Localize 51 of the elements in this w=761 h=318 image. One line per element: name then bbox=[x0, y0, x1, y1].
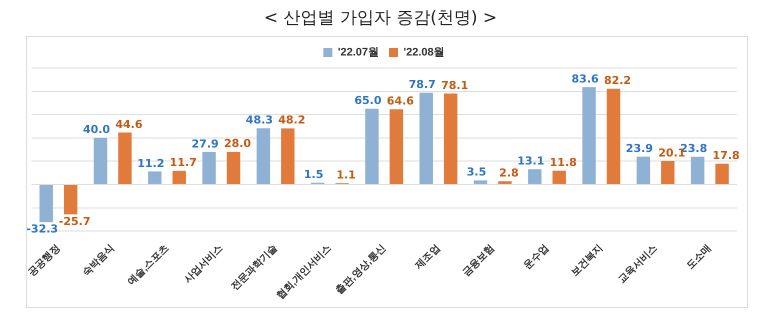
data-label: 64.6 bbox=[386, 94, 414, 108]
bar bbox=[226, 152, 240, 184]
data-label: -32.3 bbox=[26, 222, 58, 236]
bar bbox=[661, 161, 675, 184]
bar bbox=[365, 108, 379, 184]
bar bbox=[118, 132, 132, 184]
data-label: 82.2 bbox=[604, 74, 632, 88]
bar bbox=[148, 171, 162, 184]
bar bbox=[552, 170, 566, 184]
data-label: 44.6 bbox=[115, 118, 143, 131]
data-label: 2.8 bbox=[499, 166, 519, 180]
bar bbox=[690, 156, 704, 184]
bar bbox=[40, 184, 53, 222]
data-label: 1.5 bbox=[304, 168, 324, 182]
bar bbox=[256, 128, 270, 184]
bar bbox=[94, 138, 108, 184]
data-label: 83.6 bbox=[572, 72, 599, 86]
data-label: 28.0 bbox=[224, 137, 252, 150]
bar bbox=[715, 164, 729, 184]
bar bbox=[528, 169, 542, 184]
data-label: 3.5 bbox=[466, 166, 486, 179]
data-label: 17.8 bbox=[712, 149, 740, 162]
bar bbox=[64, 184, 78, 214]
legend-label: '22.07월 bbox=[338, 46, 380, 59]
data-label: 40.0 bbox=[82, 123, 110, 136]
bar bbox=[420, 92, 433, 184]
data-label: 13.1 bbox=[517, 154, 544, 168]
bar bbox=[281, 128, 295, 184]
data-label: 48.2 bbox=[278, 114, 306, 127]
bar bbox=[498, 181, 512, 184]
data-label: 78.1 bbox=[441, 78, 468, 92]
bar bbox=[582, 87, 596, 184]
data-label: 78.7 bbox=[408, 78, 436, 92]
bar bbox=[606, 88, 620, 184]
data-label: 27.9 bbox=[192, 137, 219, 150]
bar bbox=[636, 156, 650, 184]
data-label: 11.7 bbox=[170, 156, 197, 170]
data-label: 11.8 bbox=[550, 156, 577, 170]
data-label: 23.9 bbox=[626, 142, 653, 155]
data-label: 11.2 bbox=[137, 156, 164, 170]
bar bbox=[202, 152, 216, 184]
bar bbox=[474, 180, 488, 184]
data-label: 1.1 bbox=[336, 168, 356, 182]
data-label: 48.3 bbox=[246, 114, 273, 127]
data-label: 65.0 bbox=[354, 94, 382, 108]
data-label: -25.7 bbox=[58, 214, 91, 228]
bar bbox=[444, 94, 458, 184]
bar bbox=[172, 170, 186, 184]
chart-title: < 산업별 가입자 증감(천명) > bbox=[262, 7, 498, 29]
legend-label: '22.08월 bbox=[404, 46, 445, 59]
bar bbox=[390, 109, 404, 184]
